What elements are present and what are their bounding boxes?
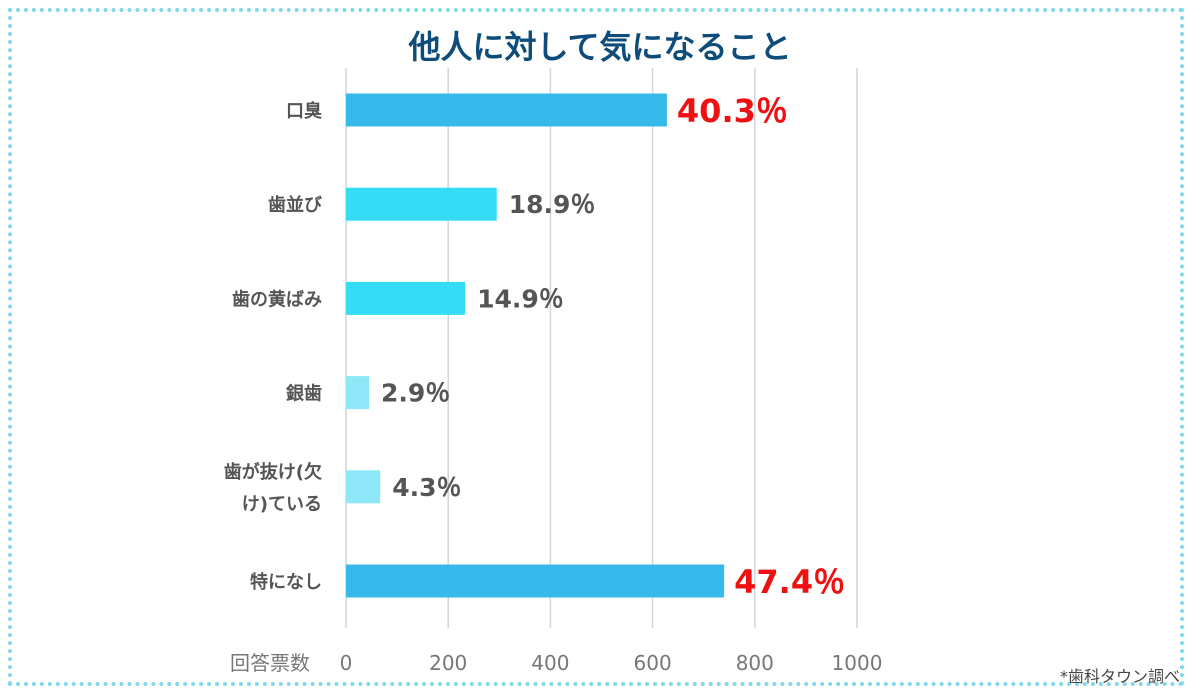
bar-5 bbox=[346, 564, 725, 598]
category-label-3: 銀歯 bbox=[286, 383, 322, 405]
gridlines bbox=[345, 68, 858, 628]
category-label-1: 歯並び bbox=[268, 194, 323, 216]
data-label-0: 40.3％ bbox=[677, 92, 788, 130]
x-tick-label-1000: 1000 bbox=[832, 651, 883, 675]
x-tick-label-400: 400 bbox=[531, 651, 569, 675]
data-label-3: 2.9％ bbox=[381, 379, 450, 408]
data-label-4: 4.3％ bbox=[392, 473, 461, 502]
bar-3 bbox=[346, 376, 369, 410]
category-label-4-1: け)ている bbox=[242, 494, 322, 515]
bar-4 bbox=[346, 470, 381, 504]
category-label-5: 特になし bbox=[250, 571, 322, 593]
category-label-4-0: 歯が抜け(欠 bbox=[224, 461, 322, 483]
x-tick-label-600: 600 bbox=[634, 651, 672, 675]
bars-group bbox=[346, 93, 725, 598]
x-axis-ticks: 0 200 400 600 800 1000 bbox=[340, 651, 883, 675]
data-labels: 40.3％ 18.9％ 14.9％ 2.9％ 4.3％ 47.4％ bbox=[381, 92, 845, 601]
bar-0 bbox=[346, 93, 667, 127]
x-tick-label-0: 0 bbox=[340, 651, 353, 675]
x-tick-label-800: 800 bbox=[736, 651, 774, 675]
data-label-2: 14.9％ bbox=[477, 284, 564, 313]
data-label-1: 18.9％ bbox=[509, 190, 596, 219]
x-axis-label: 回答票数 bbox=[230, 651, 310, 675]
bar-2 bbox=[346, 281, 466, 315]
chart-title: 他人に対して気になること bbox=[407, 28, 791, 66]
chart-frame bbox=[8, 8, 1184, 686]
bar-1 bbox=[346, 187, 497, 221]
source-note: *歯科タウン調べ bbox=[1060, 667, 1180, 686]
category-label-0: 口臭 bbox=[286, 100, 322, 122]
category-label-2: 歯の黄ばみ bbox=[232, 288, 322, 310]
x-tick-label-200: 200 bbox=[429, 651, 467, 675]
data-label-5: 47.4％ bbox=[734, 563, 845, 601]
